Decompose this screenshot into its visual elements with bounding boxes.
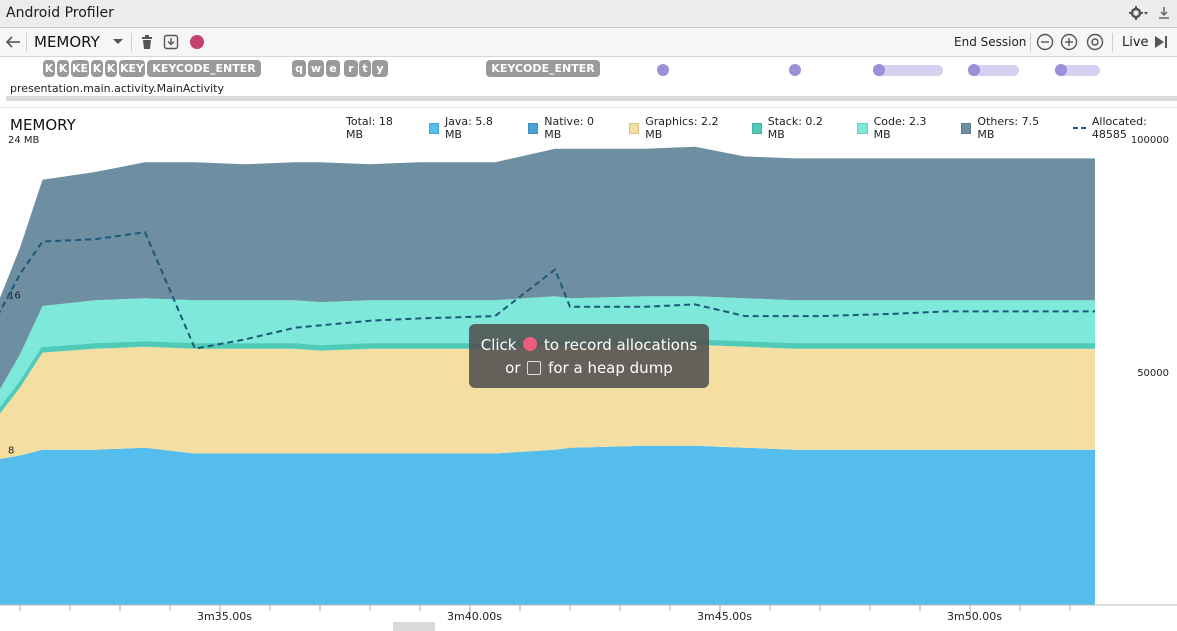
timeline-scrollbar-thumb[interactable] (393, 622, 435, 631)
y-axis-left-label: 24 MB (8, 135, 40, 146)
key-event[interactable]: e (326, 60, 340, 77)
y-axis-right-label: 50000 (1137, 368, 1169, 379)
record-icon (523, 337, 538, 351)
legend-native: Native: 0 MB (528, 115, 608, 141)
live-label: Live (1122, 34, 1149, 50)
touch-event-dot[interactable] (789, 64, 801, 76)
area-java (0, 445, 1095, 605)
key-event[interactable]: K (105, 60, 117, 77)
y-axis-left-label: 8 (8, 446, 14, 457)
key-event[interactable]: q (292, 60, 306, 77)
legend-code: Code: 2.3 MB (857, 115, 940, 141)
back-arrow-icon (5, 36, 20, 48)
zoom-in-button[interactable] (1060, 28, 1078, 56)
garbage-collect-button[interactable] (140, 28, 154, 56)
time-axis-label: 3m35.00s (197, 610, 252, 623)
zoom-out-icon (1036, 33, 1054, 51)
chart-title: MEMORY (10, 116, 76, 134)
key-event[interactable]: KEY (119, 60, 145, 77)
profiler-selector-label: MEMORY (34, 33, 100, 51)
reset-zoom-icon (1086, 33, 1104, 51)
reset-zoom-button[interactable] (1086, 28, 1104, 56)
record-allocations-button[interactable] (189, 28, 205, 56)
area-code (0, 296, 1095, 410)
chart-legend: Total: 18 MB Java: 5.8 MB Native: 0 MB G… (346, 115, 1177, 141)
key-event[interactable]: KEYCODE_ENTER (486, 60, 600, 77)
touch-drag-event[interactable] (968, 64, 1019, 76)
key-event[interactable]: r (344, 60, 358, 77)
go-live-button[interactable] (1153, 28, 1169, 56)
activity-bar[interactable] (6, 96, 1177, 101)
memory-chart-panel: MEMORY Total: 18 MB Java: 5.8 MB Native:… (0, 107, 1177, 631)
heap-dump-icon (163, 34, 179, 50)
zoom-out-button[interactable] (1036, 28, 1054, 56)
record-icon (190, 35, 204, 49)
back-button[interactable] (4, 28, 22, 56)
legend-allocated: Allocated: 48585 (1073, 115, 1177, 141)
heap-dump-icon (527, 361, 542, 375)
key-event[interactable]: K (91, 60, 103, 77)
end-session-button[interactable]: End Session (954, 28, 1026, 56)
area-others (0, 146, 1095, 390)
key-event[interactable]: K (43, 60, 55, 77)
key-event[interactable]: K (57, 60, 69, 77)
time-axis-label: 3m45.00s (697, 610, 752, 623)
trash-icon (142, 35, 152, 49)
zoom-in-icon (1060, 33, 1078, 51)
record-hint-tooltip: Click to record allocations or for a hea… (469, 324, 709, 388)
key-event[interactable]: KEYCODE_ENTER (147, 60, 261, 77)
settings-gear-icon[interactable] (1129, 5, 1149, 21)
y-axis-left-label: 16 (8, 290, 21, 301)
area-graphics (0, 344, 1095, 459)
profiler-toolbar: MEMORY End Session (0, 28, 1177, 57)
legend-total: Total: 18 MB (346, 115, 393, 141)
profiler-selector[interactable]: MEMORY (34, 28, 128, 56)
legend-java: Java: 5.8 MB (428, 115, 507, 141)
time-axis-label: 3m40.00s (447, 610, 502, 623)
area-stack (0, 340, 1095, 414)
key-event[interactable]: t (359, 60, 371, 77)
end-session-label: End Session (954, 35, 1027, 49)
time-axis-label: 3m50.00s (947, 610, 1002, 623)
key-event[interactable]: w (308, 60, 324, 77)
hide-panel-icon[interactable] (1157, 5, 1171, 21)
legend-others: Others: 7.5 MB (961, 115, 1052, 141)
touch-drag-event[interactable] (1055, 64, 1100, 76)
title-bar: Android Profiler (0, 0, 1177, 28)
touch-event-dot[interactable] (657, 64, 669, 76)
events-timeline: K K KE K K KEY KEYCODE_ENTER q w e r t y… (0, 57, 1177, 101)
window-title: Android Profiler (6, 5, 114, 21)
legend-stack: Stack: 0.2 MB (751, 115, 837, 141)
chevron-down-icon (112, 39, 123, 44)
heap-dump-button[interactable] (163, 28, 179, 56)
key-event[interactable]: KE (71, 60, 89, 77)
skip-to-live-icon (1155, 36, 1167, 48)
y-axis-right-label: 100000 (1131, 135, 1169, 146)
allocated-line (0, 231, 1095, 350)
activity-label: presentation.main.activity.MainActivity (10, 82, 224, 95)
key-event[interactable]: y (372, 60, 388, 77)
touch-drag-event[interactable] (873, 64, 943, 76)
live-button[interactable]: Live (1122, 28, 1149, 56)
legend-graphics: Graphics: 2.2 MB (629, 115, 731, 141)
